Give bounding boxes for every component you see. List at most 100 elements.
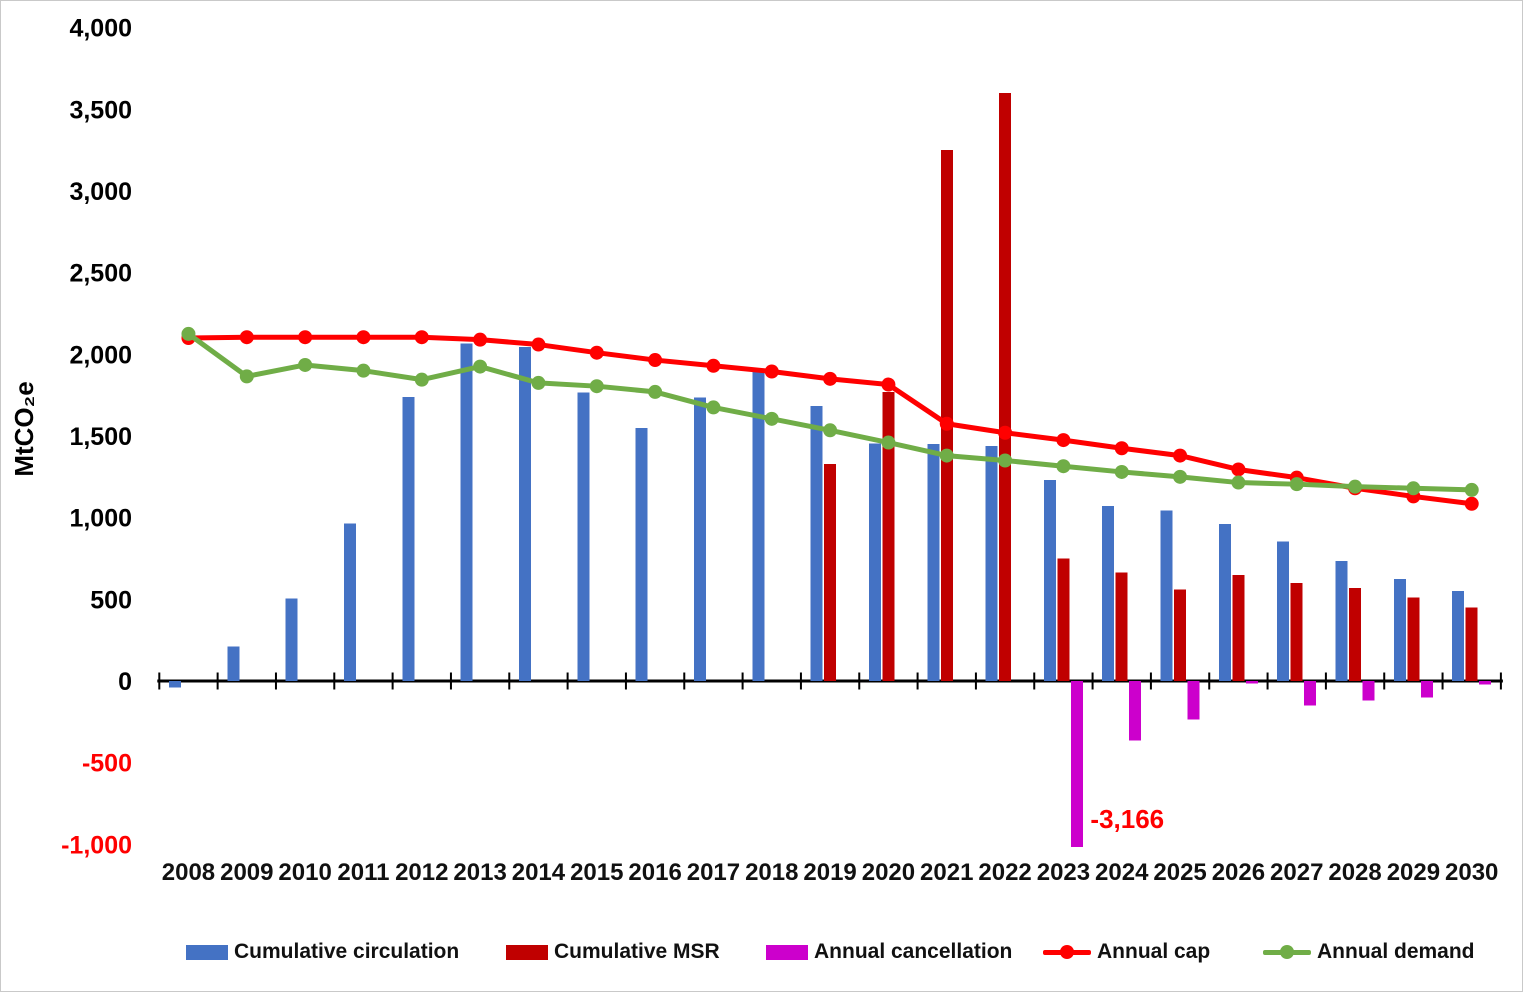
annual-cap-marker-2016 — [648, 353, 663, 368]
annual-demand-marker-2012 — [414, 372, 429, 387]
annual-cap-marker-2018 — [764, 364, 779, 379]
bar-cumulative-msr-2029 — [1407, 597, 1420, 681]
annual-cap-marker-2009 — [239, 330, 254, 345]
bar-cumulative-circulation-2018 — [752, 371, 765, 681]
legend-item-annual-cap: Annual cap — [1043, 929, 1210, 975]
legend-item-cumulative-circulation: Cumulative circulation — [186, 929, 459, 975]
annual-demand-marker-2029 — [1406, 481, 1421, 496]
x-year-label: 2020 — [862, 859, 915, 886]
annual-demand-marker-2009 — [239, 369, 254, 384]
annual-cap-marker-2014 — [531, 337, 546, 352]
annual-cap-marker-2026 — [1231, 462, 1246, 477]
x-year-label: 2018 — [745, 859, 798, 886]
bar-annual-cancellation-2024 — [1129, 681, 1142, 741]
cancellation-annotation: -3,166 — [1090, 804, 1164, 834]
bar-cumulative-msr-2030 — [1465, 607, 1478, 681]
annual-cap-marker-2011 — [356, 330, 371, 345]
bar-cumulative-msr-2021 — [940, 150, 953, 682]
x-year-label: 2027 — [1270, 859, 1323, 886]
bar-cumulative-circulation-2024 — [1102, 506, 1115, 681]
bar-cumulative-circulation-2008 — [168, 681, 181, 688]
annual-demand-marker-2030 — [1464, 482, 1479, 497]
annual-cap-marker-2023 — [1056, 433, 1071, 448]
x-year-label: 2015 — [570, 859, 623, 886]
bar-cumulative-circulation-2015 — [577, 392, 590, 681]
annual-demand-marker-2026 — [1231, 475, 1246, 490]
annual-cap-marker-2020 — [881, 377, 896, 392]
cumulative-msr-swatch-icon — [506, 944, 548, 960]
annual-cap-marker-2022 — [998, 425, 1013, 440]
x-year-label: 2028 — [1328, 859, 1381, 886]
bar-cumulative-msr-2027 — [1290, 583, 1303, 681]
annual-demand-marker-2014 — [531, 375, 546, 390]
bar-cumulative-circulation-2011 — [343, 523, 356, 681]
bar-cumulative-circulation-2010 — [285, 598, 298, 681]
annual-cap-marker-2012 — [414, 330, 429, 345]
annual-demand-marker-2008 — [181, 326, 196, 341]
bar-cumulative-circulation-2016 — [635, 427, 648, 681]
annual-demand-marker-2028 — [1348, 479, 1363, 494]
y-tick-label: 3,000 — [69, 178, 132, 206]
annual-cap-marker-2030 — [1464, 496, 1479, 511]
cumulative-circulation-swatch-icon — [186, 944, 228, 960]
bar-cumulative-circulation-2023 — [1043, 480, 1056, 681]
annual-demand-marker-2022 — [998, 453, 1013, 468]
legend-label: Cumulative MSR — [554, 940, 720, 963]
legend-item-annual-demand: Annual demand — [1263, 929, 1475, 975]
annual-demand-marker-2010 — [298, 357, 313, 372]
annual-cap-marker-2013 — [473, 332, 488, 347]
annual-cap-marker-2017 — [706, 358, 721, 373]
bar-cumulative-circulation-2017 — [693, 397, 706, 681]
bar-cumulative-circulation-2020 — [868, 443, 881, 681]
bar-annual-cancellation-2030 — [1479, 681, 1492, 685]
legend-label: Annual cap — [1097, 940, 1211, 963]
bar-cumulative-circulation-2030 — [1452, 591, 1465, 681]
annual-demand-line-icon — [1263, 944, 1311, 960]
bar-cumulative-msr-2022 — [999, 93, 1012, 681]
annual-demand-marker-2024 — [1114, 464, 1129, 479]
bar-cumulative-circulation-2014 — [518, 346, 531, 681]
y-tick-label: 1,500 — [69, 423, 132, 451]
bar-cumulative-circulation-2028 — [1335, 560, 1348, 681]
annual-cap-marker-2021 — [939, 416, 954, 431]
bar-cumulative-msr-2023 — [1057, 558, 1070, 681]
bar-cumulative-circulation-2027 — [1277, 541, 1290, 681]
bar-cumulative-msr-2024 — [1115, 572, 1128, 681]
annual-cap-marker-2010 — [298, 330, 313, 345]
legend-item-annual-cancellation: Annual cancellation — [766, 929, 1012, 975]
x-year-label: 2021 — [920, 859, 973, 886]
legend-label: Annual cancellation — [814, 940, 1013, 963]
bar-cumulative-circulation-2025 — [1160, 510, 1173, 681]
bar-cumulative-circulation-2012 — [402, 396, 415, 681]
bar-cumulative-msr-2025 — [1174, 589, 1187, 681]
annual-demand-marker-2016 — [648, 384, 663, 399]
bar-annual-cancellation-2029 — [1420, 681, 1433, 698]
x-year-label: 2008 — [162, 859, 215, 886]
x-year-label: 2022 — [978, 859, 1031, 886]
x-year-label: 2013 — [453, 859, 506, 886]
x-year-label: 2025 — [1153, 859, 1206, 886]
annual-demand-marker-2027 — [1289, 477, 1304, 492]
y-tick-label: 4,000 — [69, 15, 132, 43]
annual-demand-marker-2018 — [764, 411, 779, 426]
bar-cumulative-circulation-2026 — [1218, 524, 1231, 681]
x-year-label: 2019 — [803, 859, 856, 886]
bar-cumulative-circulation-2009 — [227, 646, 240, 681]
annual-cap-marker-2019 — [823, 371, 838, 386]
bar-cumulative-circulation-2029 — [1393, 578, 1406, 681]
x-year-label: 2026 — [1212, 859, 1265, 886]
annual-cap-line-icon — [1043, 944, 1091, 960]
x-year-label: 2024 — [1095, 859, 1149, 886]
bar-cumulative-msr-2028 — [1349, 587, 1362, 681]
x-year-label: 2016 — [628, 859, 681, 886]
annual-demand-marker-2017 — [706, 400, 721, 415]
y-tick-label: 2,500 — [69, 260, 132, 288]
annual-demand-marker-2021 — [939, 448, 954, 463]
annual-demand-marker-2019 — [823, 423, 838, 438]
bar-cumulative-circulation-2013 — [460, 343, 473, 681]
x-year-label: 2030 — [1445, 859, 1498, 886]
annual-demand-marker-2013 — [473, 359, 488, 374]
x-year-label: 2017 — [687, 859, 740, 886]
annual-demand-marker-2020 — [881, 435, 896, 450]
